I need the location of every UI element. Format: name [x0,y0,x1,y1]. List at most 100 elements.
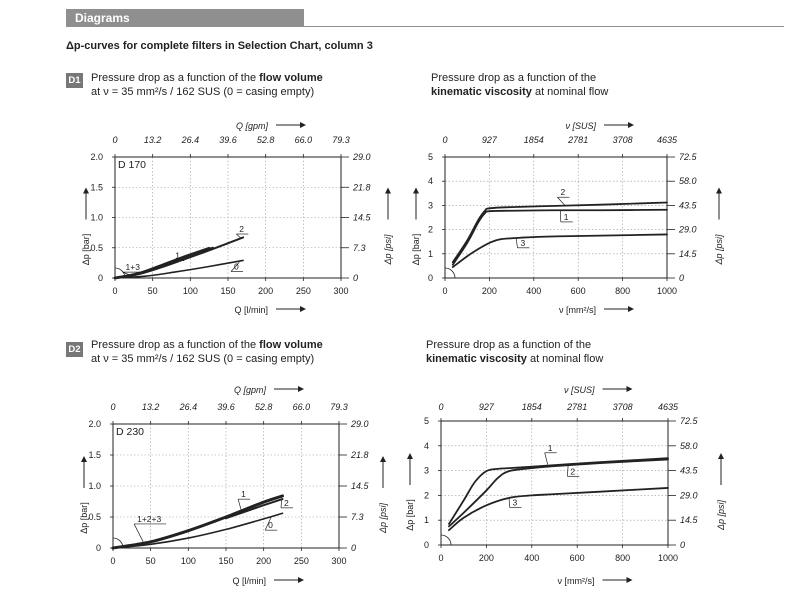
d1-flow-x2-tick-label: 66.0 [295,135,313,145]
d1-visc-origin-arc [444,267,456,279]
d1-flow-series-0 [114,259,244,279]
d1-visc-series-label: 1 [564,212,569,222]
d1-flow-x-tick-label: 250 [296,286,311,296]
d1-visc-series-2 [451,201,668,264]
d1-visc-y-tick-label: 2 [428,225,433,235]
d1-flow-series-label-leader [122,271,131,276]
d1-flow-x-axis-label: Q [l/min] [234,305,268,315]
d1-visc-x2-tick-label: 927 [482,135,498,145]
d2-visc-series-label-leader [567,465,569,477]
d2-flow-x-arrow-head [298,577,304,583]
d1-flow-caption-line2: at ν = 35 mm²/s / 162 SUS (0 = casing em… [91,86,315,98]
d2-visc-y2-tick-label: 14.5 [680,515,699,525]
d1-flow-y2-axis-label: Δp [psi] [383,234,393,266]
header-rule [66,26,784,27]
d2-flow-x2-tick-label: 13.2 [142,402,160,412]
d1-flow-series-label-leader [230,262,240,272]
page-subtitle: Δp-curves for complete filters in Select… [66,40,373,52]
d2-visc-y2-arrow-head [718,453,724,459]
d1-flow-caption-prefix: Pressure drop as a function of the [91,72,260,84]
d1-visc-series-3 [451,233,668,269]
d1-flow-y-tick-label: 0 [98,273,103,283]
d1-flow-y-tick-label: 1.0 [90,213,103,223]
d2-visc-caption-line1: Pressure drop as a function of the [426,339,592,351]
d1-flow-x2-tick-label: 0 [112,135,117,145]
d1-visc-y2-arrow-head [716,187,722,194]
d2-visc-x2-axis-label: ν [SUS] [564,385,595,395]
d1-visc-x2-tick-label: 0 [442,135,447,145]
d2-flow-series-label: 0 [268,520,273,530]
d2-flow-series-label-leader [133,523,144,542]
d2-visc-series-2 [448,458,669,528]
d1-visc-series-label: 2 [560,187,565,197]
d2-flow-x-tick-label: 50 [146,556,156,566]
badge-d1: D1 [66,73,83,88]
d1-visc-series-1 [451,208,668,266]
d1-flow-y2-tick-label: 21.8 [352,182,371,192]
d2-visc-y2-tick-label: 72.5 [680,416,699,426]
d1-visc-x2-tick-label: 3708 [613,135,633,145]
d1-visc-series-label: 3 [520,238,525,248]
d2-visc-x2-tick-label: 1854 [522,402,542,412]
d2-flow-series-label-leader [264,516,272,531]
d2-visc-series-label: 1 [548,443,553,453]
d1-flow-series-label-leader [236,233,242,239]
d1-flow-y2-arrow-head [385,187,391,194]
d1-flow-y-arrow-head [83,187,89,194]
d1-flow-y2-tick-label: 14.5 [353,213,372,223]
d2-visc-series-label-leader [544,452,549,465]
d1-visc-x-tick-label: 400 [526,286,541,296]
d1-visc-y2-tick-label: 72.5 [679,152,698,162]
d2-visc-y2-tick-label: 29.0 [679,490,698,500]
d1-flow-x2-axis-label: Q [gpm] [236,121,269,131]
d2-visc-series-1 [448,457,669,525]
d1-visc-x-tick-label: 200 [482,286,497,296]
d1-flow-series-label: 0 [234,262,239,272]
d1-flow-x-tick-label: 50 [148,286,158,296]
d1-flow-series-label: 1 [175,251,180,261]
d2-flow-x2-tick-label: 52.8 [255,402,273,412]
d2-visc-caption: Pressure drop as a function of the kinem… [426,338,603,366]
d1-flow-x-tick-label: 200 [258,286,273,296]
d2-visc-x2-arrow-head [626,386,633,392]
d1-visc-x2-tick-label: 1854 [524,135,544,145]
d2-flow-x-tick-label: 0 [110,556,115,566]
d2-visc-x-arrow-head [626,577,633,583]
d1-visc-y-tick-label: 3 [428,200,433,210]
d2-visc-caption-suffix: at nominal flow [526,353,604,365]
d2-flow-x-tick-label: 250 [294,556,309,566]
d2-flow-series-label-leader [237,499,242,510]
d2-flow-caption-bold: flow volume [259,339,323,351]
d1-flow-series-label-leader [172,254,187,261]
d2-visc-x-axis-label: ν [mm²/s] [558,576,595,586]
d1-flow-series-2 [114,236,245,279]
d2-visc-x-tick-label: 200 [479,553,494,563]
d2-flow-y2-tick-label: 0 [351,543,356,553]
d2-flow-x-tick-label: 200 [256,556,271,566]
d1-flow-x2-tick-label: 13.2 [144,135,162,145]
d2-flow-x-tick-label: 100 [181,556,196,566]
d2-flow-y-tick-label: 1.5 [88,450,101,460]
d2-flow-filter-label: D 230 [116,426,144,438]
d1-visc-caption-bold: kinematic viscosity [431,86,532,98]
d2-visc-x-tick-label: 800 [615,553,630,563]
d2-flow-series-label: 1 [241,489,246,499]
d2-flow-x2-axis-label: Q [gpm] [234,385,267,395]
d2-flow-caption-prefix: Pressure drop as a function of the [91,339,260,351]
d2-flow-y-tick-label: 0.5 [88,512,101,522]
d2-visc-series-label: 2 [570,466,575,476]
d1-visc-y-tick-label: 0 [428,273,433,283]
d1-flow-filter-label: D 170 [118,159,146,171]
d1-visc-x2-axis-label: ν [SUS] [565,121,596,131]
d1-flow-caption: Pressure drop as a function of the flow … [91,71,323,99]
d1-visc-y-tick-label: 1 [428,249,433,259]
d1-visc-caption: Pressure drop as a function of the kinem… [431,71,608,99]
section-header-title: Diagrams [75,11,130,25]
d2-flow-x-axis-label: Q [l/min] [232,576,266,586]
d2-flow-series-0 [112,512,284,549]
d2-flow-y2-tick-label: 7.3 [351,512,364,522]
d1-flow-y-axis-label: Δp [bar] [81,234,91,266]
d1-flow-y-tick-label: 0.5 [90,243,103,253]
d2-flow-caption-line2: at ν = 35 mm²/s / 162 SUS (0 = casing em… [91,353,315,365]
d1-visc-y2-tick-label: 43.5 [679,200,698,210]
